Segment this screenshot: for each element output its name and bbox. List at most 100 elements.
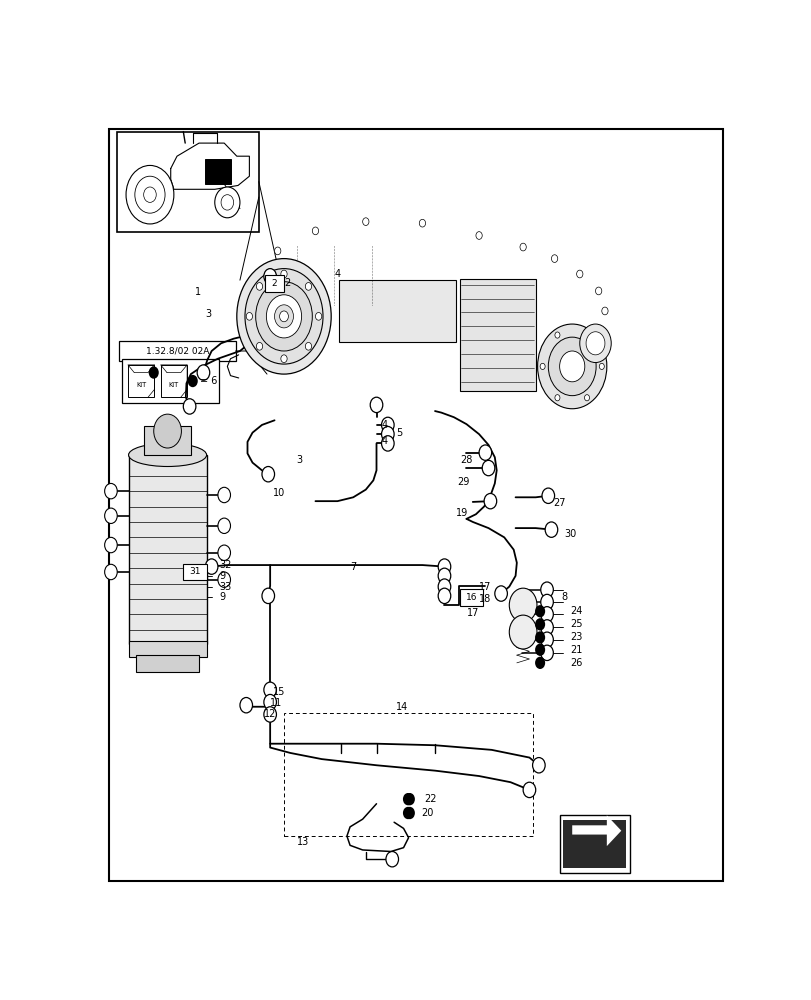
Text: KIT: KIT: [169, 382, 178, 388]
Circle shape: [279, 311, 288, 322]
Circle shape: [540, 582, 552, 597]
Circle shape: [534, 631, 544, 644]
Text: 19: 19: [455, 508, 467, 518]
Circle shape: [405, 807, 414, 819]
Text: 1.32.8/02 02A: 1.32.8/02 02A: [145, 347, 208, 356]
Circle shape: [478, 445, 491, 460]
Bar: [119, 341, 235, 361]
Circle shape: [305, 283, 311, 290]
Circle shape: [370, 397, 382, 413]
Circle shape: [246, 312, 252, 320]
Circle shape: [148, 366, 159, 379]
Circle shape: [144, 187, 156, 202]
Circle shape: [540, 632, 552, 647]
Text: 32: 32: [219, 560, 231, 570]
Circle shape: [135, 176, 165, 213]
Circle shape: [534, 644, 544, 656]
Text: 4: 4: [381, 420, 387, 430]
Text: 4: 4: [334, 269, 340, 279]
Circle shape: [482, 460, 494, 476]
Text: 3: 3: [296, 455, 303, 465]
Bar: [205, 159, 230, 184]
Circle shape: [438, 559, 450, 574]
Circle shape: [256, 342, 262, 350]
Circle shape: [274, 247, 281, 255]
Circle shape: [105, 537, 117, 553]
Circle shape: [187, 375, 198, 387]
Text: 17: 17: [466, 608, 478, 618]
Text: 14: 14: [396, 702, 408, 712]
Circle shape: [544, 522, 557, 537]
Circle shape: [586, 332, 604, 355]
Text: 10: 10: [272, 488, 285, 498]
Text: 15: 15: [272, 687, 285, 697]
Circle shape: [540, 594, 552, 610]
Circle shape: [534, 657, 544, 669]
Text: 5: 5: [396, 428, 401, 438]
Circle shape: [532, 758, 544, 773]
Text: 28: 28: [460, 455, 472, 465]
Circle shape: [217, 518, 230, 533]
Bar: [182, 564, 206, 580]
Circle shape: [217, 572, 230, 587]
Circle shape: [245, 269, 323, 364]
Circle shape: [508, 588, 536, 622]
Text: 4: 4: [381, 436, 387, 446]
Bar: [128, 365, 154, 397]
Circle shape: [402, 807, 413, 819]
Circle shape: [262, 588, 274, 604]
Text: 12: 12: [264, 709, 276, 719]
Text: 11: 11: [270, 698, 282, 708]
Bar: [284, 713, 532, 836]
Circle shape: [312, 227, 318, 235]
Circle shape: [126, 165, 174, 224]
Circle shape: [508, 615, 536, 649]
Polygon shape: [257, 216, 611, 343]
Circle shape: [381, 426, 393, 442]
Circle shape: [540, 645, 552, 661]
Circle shape: [214, 187, 240, 218]
Text: 27: 27: [552, 498, 565, 508]
Circle shape: [315, 312, 321, 320]
Bar: [128, 641, 206, 657]
Circle shape: [264, 694, 276, 710]
Bar: [559, 815, 629, 873]
Circle shape: [105, 508, 117, 523]
Text: 31: 31: [189, 567, 200, 576]
Text: 9: 9: [219, 571, 225, 581]
Circle shape: [599, 363, 603, 369]
Text: 25: 25: [569, 619, 582, 629]
Text: 16: 16: [466, 593, 477, 602]
Circle shape: [534, 605, 544, 617]
Circle shape: [305, 342, 311, 350]
Circle shape: [540, 607, 552, 622]
Text: 26: 26: [569, 658, 582, 668]
Circle shape: [539, 363, 544, 369]
Bar: [460, 279, 535, 391]
Circle shape: [281, 270, 287, 278]
Circle shape: [264, 707, 276, 722]
Circle shape: [197, 365, 209, 380]
Circle shape: [438, 579, 450, 594]
Bar: [459, 589, 483, 606]
Circle shape: [522, 782, 535, 798]
Text: 2: 2: [272, 279, 277, 288]
Bar: [265, 275, 284, 292]
Text: = 6: = 6: [200, 376, 217, 386]
Text: 2: 2: [284, 278, 290, 288]
Circle shape: [105, 483, 117, 499]
Text: KIT: KIT: [136, 382, 146, 388]
Bar: [144, 426, 191, 455]
Circle shape: [554, 395, 560, 401]
Circle shape: [264, 269, 276, 284]
Circle shape: [262, 466, 274, 482]
Circle shape: [217, 487, 230, 503]
Circle shape: [547, 337, 595, 396]
Text: 33: 33: [219, 582, 231, 592]
Circle shape: [264, 682, 276, 698]
Circle shape: [542, 488, 554, 503]
Circle shape: [153, 414, 181, 448]
Circle shape: [205, 559, 217, 574]
Text: 17: 17: [478, 582, 491, 592]
Circle shape: [475, 232, 482, 239]
